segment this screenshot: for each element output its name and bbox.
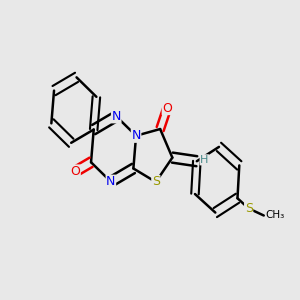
Text: N: N	[112, 110, 121, 123]
Text: S: S	[152, 176, 160, 188]
Text: N: N	[106, 175, 116, 188]
Text: O: O	[70, 165, 80, 178]
Text: N: N	[131, 129, 141, 142]
Text: H: H	[200, 155, 208, 165]
Text: S: S	[245, 202, 253, 215]
Text: CH₃: CH₃	[266, 211, 285, 220]
Text: O: O	[162, 101, 172, 115]
